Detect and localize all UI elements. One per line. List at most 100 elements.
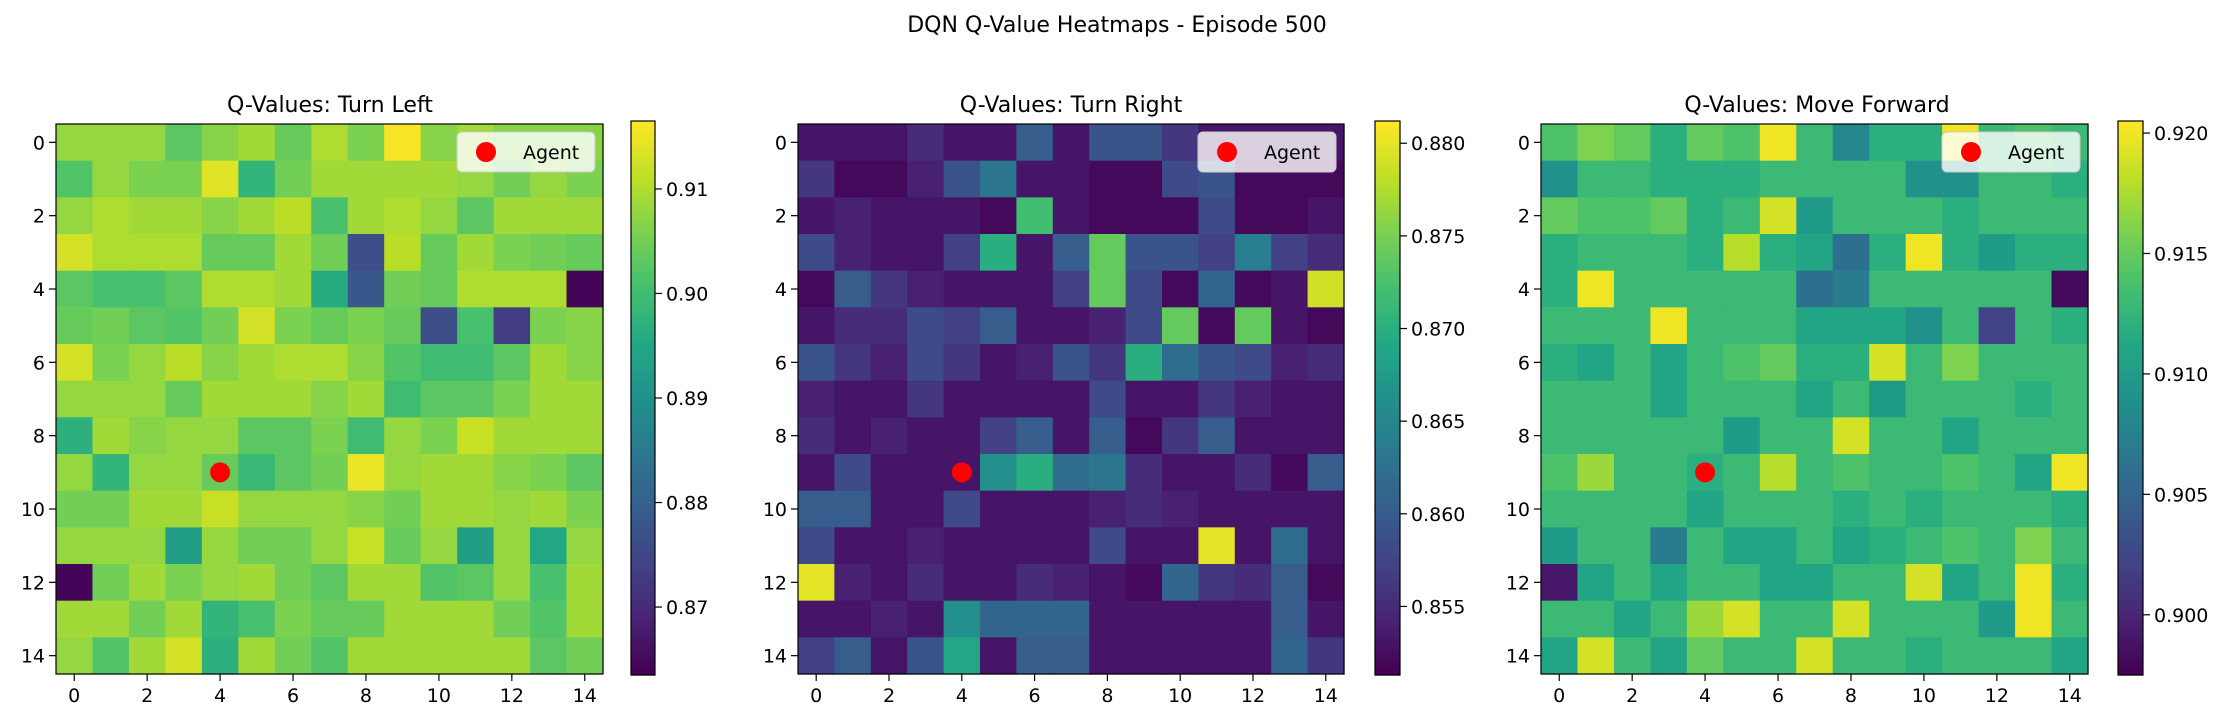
heatmap-cell — [1234, 454, 1272, 492]
heatmap-cell — [1832, 417, 1870, 455]
y-tick-label: 4 — [33, 279, 45, 301]
heatmap-cell — [1905, 270, 1943, 308]
heatmap-cell — [1905, 124, 1943, 162]
heatmap-cell — [1125, 234, 1163, 272]
legend-marker — [1217, 142, 1237, 162]
heatmap-cell — [798, 270, 835, 308]
heatmap-cell — [128, 600, 166, 638]
colorbar-segment — [631, 539, 655, 545]
colorbar-segment — [1375, 262, 1400, 268]
heatmap-cell — [493, 307, 531, 345]
colorbar-segment — [1375, 151, 1400, 157]
colorbar-segment — [1375, 191, 1400, 198]
y-tick-label: 6 — [1518, 352, 1530, 374]
heatmap-cell — [1650, 380, 1688, 418]
colorbar-segment — [1375, 146, 1400, 152]
heatmap-cell — [1942, 270, 1980, 308]
heatmap-cell — [1052, 527, 1090, 565]
heatmap-cell — [384, 307, 422, 345]
heatmap-cell — [1541, 454, 1579, 492]
colorbar-segment — [2118, 579, 2143, 585]
heatmap-cell — [566, 637, 604, 675]
colorbar-segment — [631, 327, 655, 334]
heatmap-cell — [274, 527, 312, 565]
heatmap-cell — [1016, 307, 1054, 345]
y-tick-label: 0 — [33, 132, 45, 154]
heatmap-cell — [1723, 197, 1761, 235]
heatmap-cell — [1307, 454, 1345, 492]
heatmap-cell — [2051, 344, 2089, 382]
heatmap-cell — [1796, 490, 1834, 528]
heatmap-cell — [1016, 344, 1054, 382]
heatmap-cell — [943, 637, 981, 675]
heatmap-cell — [907, 197, 945, 235]
colorbar-segment — [1375, 468, 1400, 475]
colorbar-segment — [631, 508, 655, 515]
colorbar-segment — [2118, 544, 2143, 550]
colorbar-segment — [2118, 292, 2143, 298]
heatmap-plot: 0 2 4 6 8 10 12 1402468101214Agent0.9000.9050.9… — [1506, 120, 2208, 707]
heatmap-cell — [493, 527, 531, 565]
colorbar-segment — [2118, 478, 2143, 485]
colorbar-segment — [2118, 453, 2143, 460]
colorbar-segment — [2118, 277, 2143, 283]
heatmap-cell — [457, 344, 495, 382]
colorbar-segment — [2118, 599, 2143, 606]
heatmap-cell — [1723, 564, 1761, 602]
heatmap-cell — [1796, 344, 1834, 382]
heatmap-cell — [1052, 417, 1090, 455]
heatmap-cell — [798, 637, 835, 675]
colorbar-segment — [631, 669, 655, 676]
heatmap-cell — [1307, 564, 1345, 602]
colorbar-segment — [631, 574, 655, 580]
heatmap-cell — [347, 490, 385, 528]
colorbar-segment — [631, 659, 655, 666]
heatmap-cell — [870, 124, 908, 162]
heatmap-cell — [1052, 124, 1090, 162]
x-tick-label: 14 — [573, 685, 597, 707]
legend-marker — [476, 142, 496, 162]
heatmap-cell — [1759, 527, 1797, 565]
heatmap-cell — [907, 234, 945, 272]
colorbar-segment — [631, 277, 655, 283]
heatmap-cell — [1942, 197, 1980, 235]
colorbar-segment — [1375, 453, 1400, 460]
heatmap-cell — [2051, 234, 2089, 272]
heatmap-cell — [128, 637, 166, 675]
heatmap-cell — [907, 380, 945, 418]
colorbar-segment — [1375, 241, 1400, 248]
colorbar-segment — [1375, 337, 1400, 344]
heatmap-cell — [1650, 527, 1688, 565]
heatmap-cell — [128, 270, 166, 308]
heatmap-cell — [56, 564, 94, 602]
heatmap-cell — [1016, 454, 1054, 492]
heatmap-cell — [1198, 490, 1236, 528]
colorbar-segment — [2118, 216, 2143, 223]
colorbar-segment — [1375, 246, 1400, 253]
heatmap-cell — [347, 564, 385, 602]
heatmap-cell — [56, 600, 94, 638]
colorbar-segment — [1375, 166, 1400, 172]
colorbar-frame — [2117, 120, 2144, 676]
heatmap-cell — [1162, 417, 1199, 455]
heatmap-cell — [2015, 380, 2053, 418]
colorbar-segment — [2118, 367, 2143, 374]
colorbar-segment — [1375, 161, 1400, 167]
y-tick-label: 8 — [33, 426, 45, 448]
heatmap-cell — [1577, 197, 1615, 235]
x-tick-label: 2 — [1626, 685, 1638, 707]
colorbar-segment — [2118, 564, 2143, 570]
colorbar-segment — [1375, 458, 1400, 465]
colorbar-segment — [2118, 342, 2143, 349]
colorbar-segment — [2118, 473, 2143, 480]
heatmap-cell — [1942, 454, 1980, 492]
heatmap-cell — [870, 637, 908, 675]
heatmap-cell — [201, 527, 239, 565]
heatmap-cell — [1271, 307, 1309, 345]
heatmap-cell — [566, 527, 604, 565]
heatmap-cell — [384, 417, 422, 455]
heatmap-cell — [1942, 564, 1980, 602]
colorbar-segment — [631, 337, 655, 344]
colorbar-segment — [1375, 594, 1400, 601]
colorbar-tick-label: 0.865 — [1411, 411, 1465, 433]
